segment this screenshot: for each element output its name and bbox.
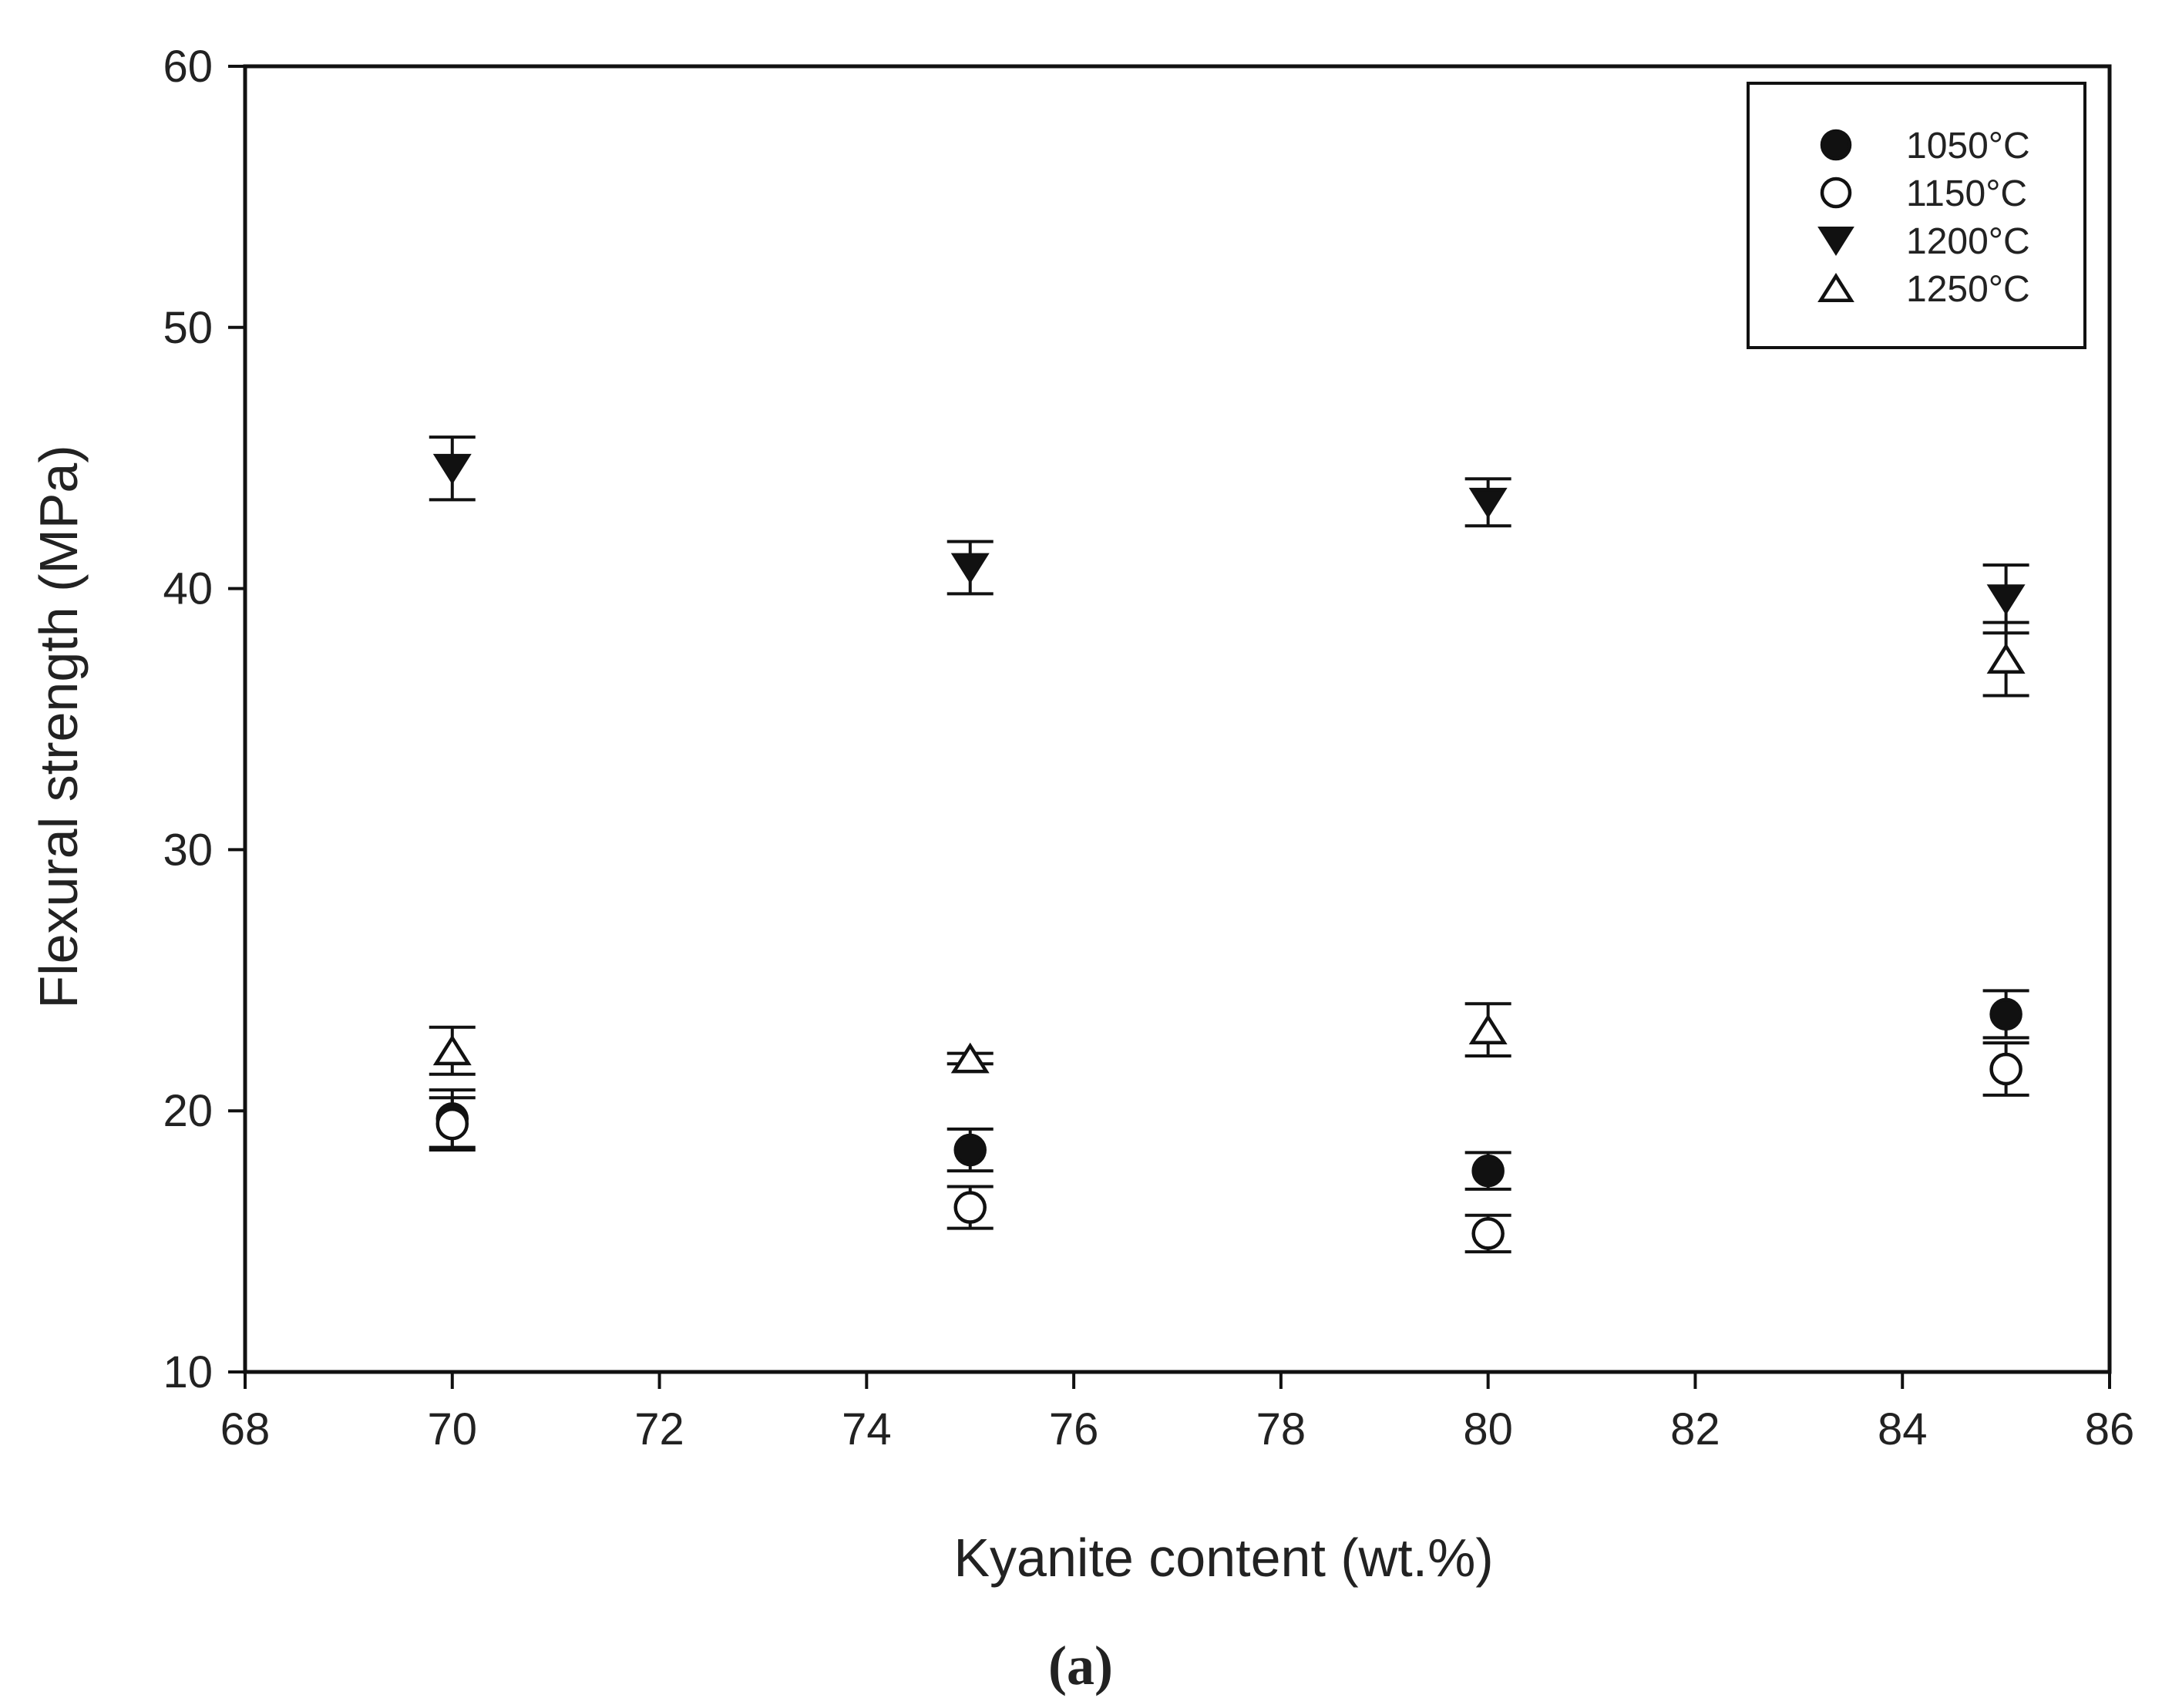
legend: 1050°C 1150°C 1200°C 1250°C <box>1747 82 2086 349</box>
filled-circle-marker <box>953 1133 987 1167</box>
open-triangle-up-marker <box>1986 643 2026 674</box>
x-tick-label: 68 <box>220 1404 271 1454</box>
x-axis-label: Kyanite content (wt.%) <box>953 1528 1493 1588</box>
x-tick-label: 70 <box>428 1404 478 1454</box>
open-circle-marker <box>435 1107 469 1141</box>
filled-triangle-down-marker <box>1817 227 1854 256</box>
open-circle-marker <box>1820 177 1852 209</box>
legend-label: 1050°C <box>1906 126 2030 166</box>
open-triangle-up-marker <box>1817 273 1854 302</box>
open-circle-marker <box>953 1191 987 1224</box>
open-circle-marker <box>1471 1217 1505 1250</box>
y-tick-label: 30 <box>163 825 213 875</box>
series-open-triangle-up <box>429 620 2029 1076</box>
open-circle-marker <box>1989 1052 2022 1086</box>
x-tick-label: 82 <box>1670 1404 1720 1454</box>
filled-triangle-down-marker <box>950 553 990 584</box>
y-tick-label: 40 <box>163 564 213 614</box>
plot-frame <box>243 64 2112 1374</box>
filled-circle-marker <box>1989 997 2022 1031</box>
legend-box <box>1747 82 2086 349</box>
filled-triangle-down-marker <box>432 453 472 485</box>
filled-triangle-down-marker <box>1468 487 1508 519</box>
y-axis-label: Flexural strength (MPa) <box>29 445 89 1008</box>
axes: 68 70 72 74 76 78 80 82 84 86 10 20 30 40 50 60 <box>163 42 2134 1454</box>
filled-triangle-down-marker <box>1986 584 2026 616</box>
filled-circle-marker <box>1820 129 1852 161</box>
series-filled-triangle-down <box>429 435 2029 635</box>
data-marks <box>429 435 2029 1254</box>
open-triangle-up-marker <box>950 1042 990 1074</box>
y-tick-label: 60 <box>163 42 213 92</box>
y-tick-label: 20 <box>163 1086 213 1136</box>
open-triangle-up-marker <box>1468 1014 1508 1045</box>
x-tick-label: 86 <box>2085 1404 2135 1454</box>
x-tick-label: 74 <box>842 1404 892 1454</box>
series-open-circle <box>429 1041 2029 1254</box>
x-tick-label: 72 <box>634 1404 684 1454</box>
legend-label: 1250°C <box>1906 269 2030 310</box>
legend-label: 1200°C <box>1906 221 2030 262</box>
x-tick-label: 84 <box>1878 1404 1928 1454</box>
figure-caption: (a) <box>1048 1635 1113 1696</box>
y-tick-label: 10 <box>163 1347 213 1397</box>
x-tick-label: 80 <box>1463 1404 1513 1454</box>
y-tick-label: 50 <box>163 303 213 353</box>
series-filled-circle <box>429 989 2029 1191</box>
x-tick-label: 78 <box>1256 1404 1306 1454</box>
x-tick-label: 76 <box>1049 1404 1099 1454</box>
legend-label: 1150°C <box>1906 173 2027 214</box>
filled-circle-marker <box>1471 1154 1505 1188</box>
open-triangle-up-marker <box>432 1034 472 1066</box>
